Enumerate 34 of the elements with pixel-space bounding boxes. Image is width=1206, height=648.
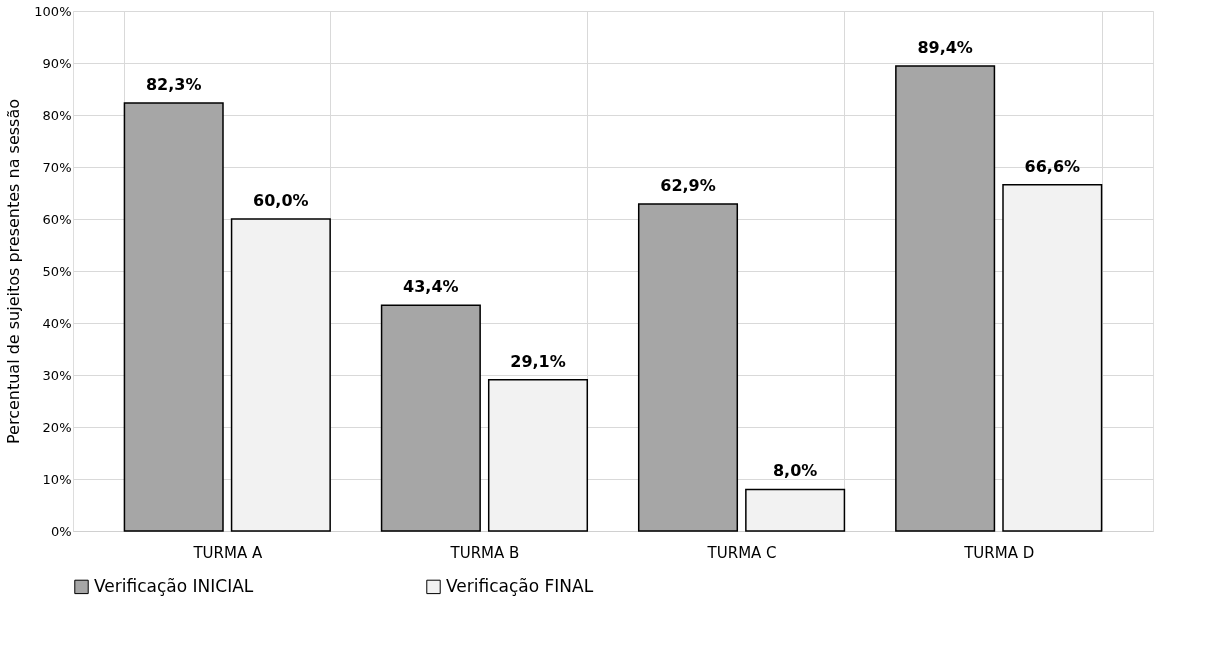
y-tick-label: 20% xyxy=(42,419,72,435)
x-tick-label: TURMA A xyxy=(192,543,263,562)
bar xyxy=(637,203,739,532)
data-label: 60,0% xyxy=(253,191,309,210)
bar xyxy=(745,488,846,532)
bar xyxy=(1002,183,1103,532)
y-tick-label: 40% xyxy=(42,315,72,331)
bar xyxy=(380,304,481,532)
y-tick-label: 30% xyxy=(42,367,72,383)
y-axis-title: Percentual de sujeitos presentes na sessão xyxy=(4,98,24,445)
x-tick-label: TURMA C xyxy=(706,543,777,562)
bar xyxy=(895,65,996,532)
bar xyxy=(123,102,224,532)
y-tick-label: 100% xyxy=(34,3,72,19)
y-tick-label: 90% xyxy=(42,55,72,71)
y-tick-label: 80% xyxy=(42,107,72,123)
data-label: 8,0% xyxy=(772,461,818,481)
data-label: 29,1% xyxy=(510,351,566,371)
x-tick-label: TURMA D xyxy=(963,543,1035,562)
legend-label: Verificação FINAL xyxy=(446,575,594,596)
data-label: 82,3% xyxy=(145,75,202,95)
data-label: 66,6% xyxy=(1024,156,1081,176)
data-label: 89,4% xyxy=(917,38,973,58)
x-tick-label: TURMA B xyxy=(449,543,520,562)
y-tick-label: 70% xyxy=(42,159,72,175)
bar xyxy=(230,218,331,532)
y-tick-label: 60% xyxy=(42,211,72,227)
bar xyxy=(487,378,589,532)
data-label: 43,4% xyxy=(403,277,459,297)
data-label: 62,9% xyxy=(660,175,716,195)
y-tick-label: 0% xyxy=(50,523,72,539)
y-tick-label: 10% xyxy=(42,471,72,487)
legend-label: Verificação INICIAL xyxy=(94,575,254,596)
y-tick-label: 50% xyxy=(42,263,72,279)
